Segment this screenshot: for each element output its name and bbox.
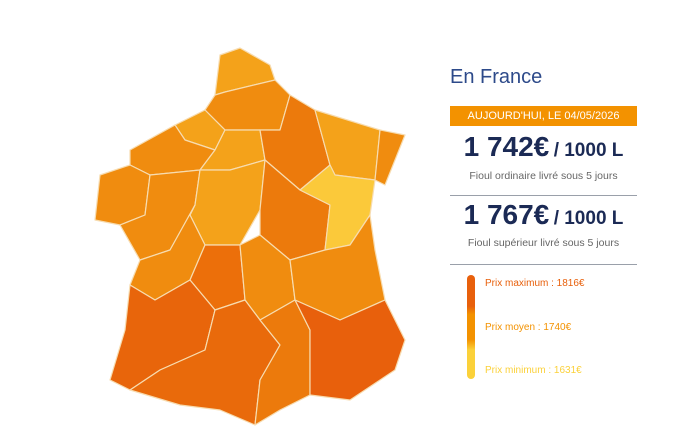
- price-caption: Fioul ordinaire livré sous 5 jours: [469, 170, 618, 182]
- price-amount: 1 742€: [463, 131, 550, 162]
- legend-label: Prix maximum : 1816€: [485, 278, 585, 289]
- title: En France: [450, 66, 543, 88]
- legend-bar: [467, 275, 475, 379]
- france-map: [94, 47, 406, 426]
- date-badge: AUJOURD'HUI, LE 04/05/2026: [450, 106, 637, 126]
- region[interactable]: [294, 299, 406, 401]
- price-unit: / 1000 L: [553, 140, 624, 161]
- separator: [450, 195, 637, 196]
- legend-label: Prix minimum : 1631€: [485, 365, 582, 376]
- price-unit: / 1000 L: [553, 208, 624, 229]
- separator: [450, 264, 637, 265]
- price-amount: 1 767€: [463, 199, 550, 230]
- region[interactable]: [374, 129, 406, 186]
- price: 1 767€ / 1000 L: [450, 199, 637, 231]
- price-caption: Fioul supérieur livré sous 5 jours: [467, 237, 620, 249]
- price: 1 742€ / 1000 L: [450, 131, 637, 163]
- legend-label: Prix moyen : 1740€: [485, 322, 572, 333]
- region[interactable]: [189, 159, 266, 246]
